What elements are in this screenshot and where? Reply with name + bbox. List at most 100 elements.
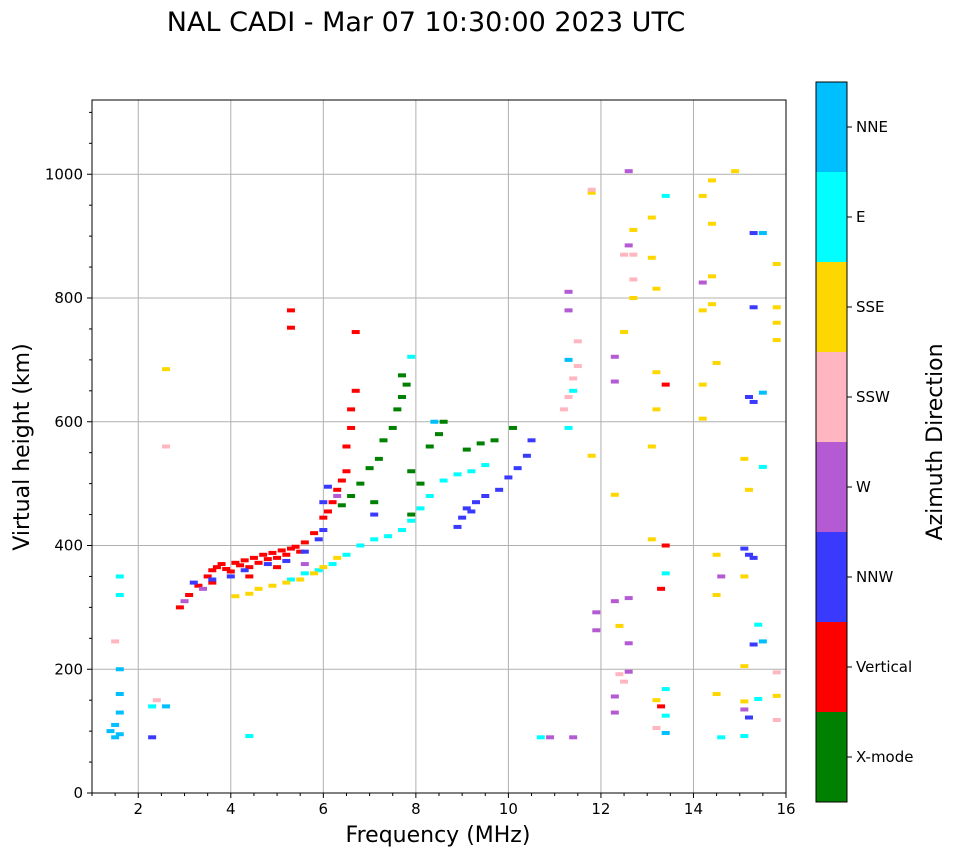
- point-e-3: [328, 562, 337, 567]
- x-tick-label-4: 10: [499, 800, 518, 818]
- colorbar-swatch-4: [816, 352, 847, 442]
- x-tick-label-0: 2: [133, 800, 143, 818]
- point-vertical-19: [277, 548, 286, 553]
- point-ssw-15: [615, 672, 624, 677]
- point-vertical-1: [185, 593, 194, 597]
- point-e-14: [467, 469, 476, 474]
- point-w-16: [717, 574, 726, 579]
- point-nne-8: [661, 730, 670, 735]
- point-ssw-9: [652, 726, 661, 731]
- point-sse-26: [707, 274, 716, 279]
- point-sse-2: [254, 586, 263, 591]
- point-sse-18: [652, 370, 661, 375]
- colorbar-label-1: Vertical: [856, 658, 912, 676]
- point-w-13: [624, 641, 633, 646]
- point-vertical-25: [310, 531, 319, 536]
- point-x-mode-9: [407, 469, 416, 474]
- point-nnw-1: [208, 577, 217, 582]
- point-vertical-41: [273, 565, 282, 570]
- point-x-mode-21: [370, 500, 379, 505]
- point-x-mode-10: [407, 512, 416, 517]
- point-sse-25: [707, 221, 716, 226]
- point-w-15: [698, 280, 707, 285]
- point-sse-21: [647, 537, 656, 542]
- point-ssw-6: [629, 277, 638, 282]
- point-nnw-7: [314, 537, 323, 542]
- point-sse-27: [707, 302, 716, 307]
- point-sse-19: [652, 407, 661, 412]
- point-nne-3: [111, 722, 120, 727]
- point-nne-1: [115, 732, 124, 737]
- point-vertical-11: [240, 558, 249, 563]
- point-sse-3: [268, 583, 277, 588]
- point-w-6: [610, 379, 619, 384]
- point-vertical-3: [203, 574, 212, 579]
- point-e-4: [342, 552, 351, 557]
- point-nnw-27: [749, 555, 758, 560]
- point-x-mode-3: [379, 438, 388, 443]
- point-vertical-8: [226, 569, 235, 574]
- point-nne-6: [115, 667, 124, 672]
- point-vertical-26: [319, 515, 328, 520]
- point-vertical-16: [263, 557, 272, 562]
- point-vertical-44: [661, 382, 670, 387]
- point-vertical-31: [342, 469, 351, 474]
- point-sse-7: [319, 565, 328, 570]
- colorbar-swatch-3: [816, 442, 847, 532]
- point-w-7: [610, 599, 619, 604]
- point-sse-42: [772, 305, 781, 310]
- x-tick-label-2: 6: [319, 800, 329, 818]
- point-w-2: [300, 562, 309, 567]
- point-nnw-0: [189, 580, 198, 585]
- point-e-23: [717, 735, 726, 740]
- point-nnw-2: [226, 574, 235, 579]
- point-nnw-13: [458, 515, 467, 520]
- point-vertical-45: [657, 704, 666, 709]
- point-sse-20: [647, 444, 656, 449]
- point-nnw-32: [749, 231, 758, 236]
- point-e-19: [758, 464, 767, 469]
- point-w-4: [564, 289, 573, 294]
- y-tick-label-0: 0: [73, 784, 83, 802]
- point-sse-22: [652, 698, 661, 703]
- colorbar-swatch-2: [816, 532, 847, 622]
- point-sse-8: [333, 555, 342, 560]
- point-e-2: [314, 568, 323, 573]
- point-nnw-11: [370, 512, 379, 517]
- point-ssw-0: [559, 407, 568, 412]
- colorbar: X-mode Vertical NNW W SSW SSE E NNE: [815, 81, 913, 803]
- point-nnw-14: [462, 506, 471, 511]
- point-nnw-25: [740, 546, 749, 551]
- colorbar-label-4: SSW: [856, 388, 890, 406]
- point-vertical-14: [254, 560, 263, 565]
- point-e-5: [356, 543, 365, 548]
- point-sse-39: [740, 664, 749, 669]
- point-x-mode-8: [397, 373, 406, 378]
- point-x-mode-14: [439, 419, 448, 424]
- point-e-13: [453, 472, 462, 477]
- point-vertical-23: [296, 549, 305, 554]
- colorbar-label-3: W: [856, 478, 871, 496]
- point-e-7: [384, 534, 393, 539]
- colorbar-label-0: X-mode: [856, 748, 913, 766]
- point-e-1: [300, 571, 309, 576]
- point-ssw-4: [573, 339, 582, 344]
- point-w-12: [624, 596, 633, 601]
- point-sse-33: [712, 593, 721, 597]
- point-vertical-4: [208, 568, 217, 573]
- x-tick-label-5: 12: [591, 800, 610, 818]
- point-e-10: [416, 506, 425, 511]
- point-nnw-3: [240, 568, 249, 573]
- point-vertical-27: [323, 509, 332, 514]
- point-nnw-10: [323, 484, 332, 489]
- point-nne-4: [115, 710, 124, 715]
- point-nnw-24: [749, 399, 758, 404]
- y-axis-label: Virtual height (km): [10, 343, 35, 550]
- point-vertical-33: [347, 425, 356, 430]
- point-e-6: [370, 537, 379, 542]
- colorbar-swatch-7: [816, 82, 847, 172]
- point-sse-1: [245, 591, 254, 596]
- point-ssw-13: [152, 698, 161, 703]
- point-e-22: [740, 734, 749, 739]
